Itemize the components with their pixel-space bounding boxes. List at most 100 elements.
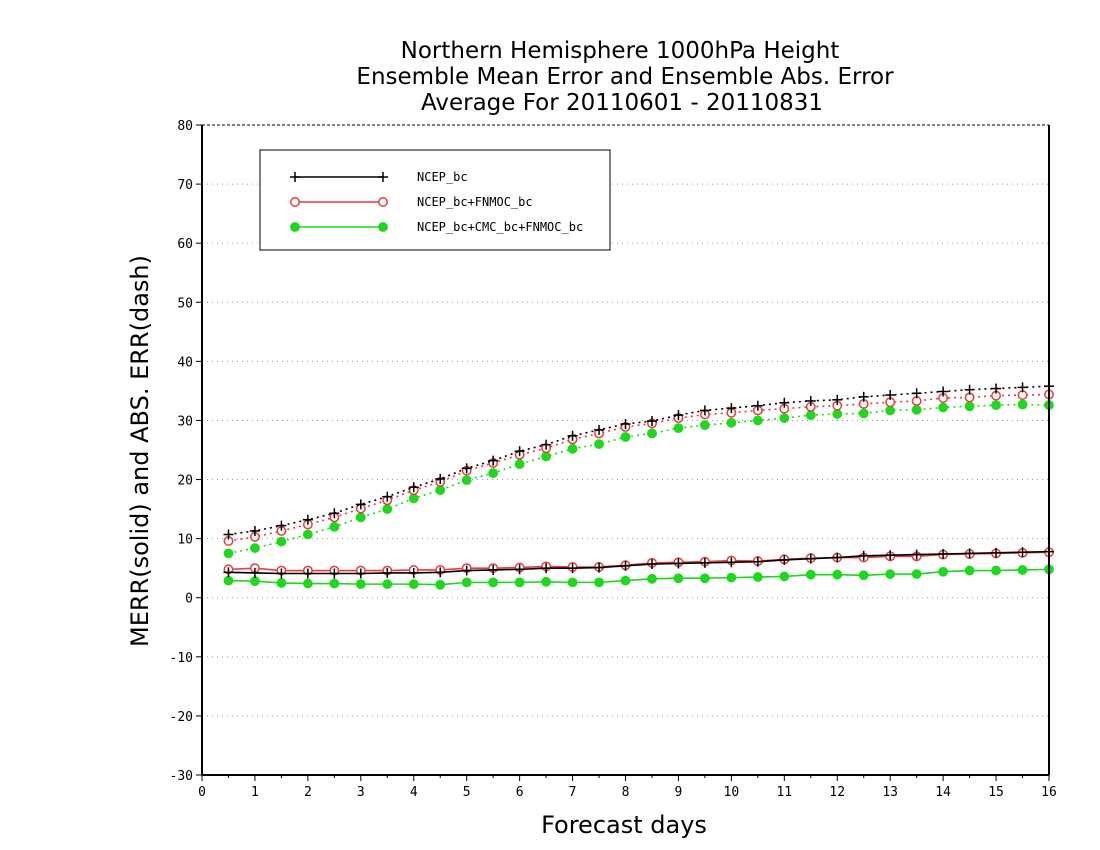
mean-error-point xyxy=(779,554,790,565)
y-axis-label: MERR(solid) and ABS. ERR(dash) xyxy=(126,255,154,647)
legend-box xyxy=(259,149,611,251)
mean-error-point xyxy=(752,556,763,567)
abs-error-point xyxy=(911,404,922,415)
mean-error-point xyxy=(991,547,1002,558)
abs-error-point xyxy=(276,520,287,531)
abs-error-point xyxy=(885,405,896,416)
mean-error-point xyxy=(355,579,366,590)
mean-error-point xyxy=(514,577,525,588)
mean-error-point xyxy=(541,576,551,587)
legend-marker xyxy=(290,172,300,182)
y-tick-label: 40 xyxy=(177,355,193,370)
y-tick-label: -20 xyxy=(170,710,193,725)
mean-error-point xyxy=(991,565,1001,576)
abs-error-point xyxy=(355,499,366,510)
abs-error-point xyxy=(488,455,499,466)
abs-error-point xyxy=(223,529,234,540)
legend-item: NCEP_bc xyxy=(290,170,468,184)
mean-error-line xyxy=(228,568,1050,586)
x-tick-label: 7 xyxy=(569,785,577,800)
legend-marker xyxy=(378,172,388,182)
x-tick-label: 8 xyxy=(622,785,630,800)
y-tick-label: 80 xyxy=(177,119,193,134)
series-2 xyxy=(223,389,1054,576)
mean-error-point xyxy=(514,564,525,575)
abs-error-point xyxy=(991,383,1002,394)
mean-error-point xyxy=(302,578,313,589)
mean-error-point xyxy=(1017,547,1028,558)
abs-error-line xyxy=(228,385,1050,536)
mean-error-point xyxy=(594,577,604,588)
abs-error-point xyxy=(567,443,578,454)
abs-error-point xyxy=(461,463,472,474)
x-tick-label: 6 xyxy=(516,785,524,800)
legend-marker xyxy=(378,197,388,207)
abs-error-line xyxy=(228,393,1050,542)
abs-error-point xyxy=(885,390,896,401)
mean-error-point xyxy=(647,573,657,584)
abs-error-point xyxy=(805,410,816,421)
mean-error-point xyxy=(541,563,552,574)
series-1 xyxy=(223,381,1054,579)
mean-error-point xyxy=(276,578,287,588)
abs-error-point xyxy=(938,402,949,413)
abs-error-point xyxy=(1017,399,1028,410)
x-tick-label: 14 xyxy=(935,785,951,800)
mean-error-point xyxy=(832,552,843,563)
legend-marker xyxy=(290,222,300,232)
mean-error-point xyxy=(673,558,684,569)
abs-error-point xyxy=(964,401,975,412)
abs-error-point xyxy=(700,420,710,431)
y-tick-label: 50 xyxy=(177,296,193,311)
abs-error-point xyxy=(646,416,657,427)
mean-error-point xyxy=(302,568,313,579)
chart-title-line-2: Ensemble Mean Error and Ensemble Abs. Er… xyxy=(356,64,894,90)
abs-error-point xyxy=(435,485,446,496)
abs-error-point xyxy=(805,395,816,406)
x-tick-label: 11 xyxy=(776,785,792,800)
mean-error-point xyxy=(805,569,816,580)
x-tick-label: 2 xyxy=(304,785,312,800)
mean-error-point xyxy=(964,548,975,559)
x-tick-label: 0 xyxy=(198,785,206,800)
abs-error-point xyxy=(1017,382,1028,393)
abs-error-point xyxy=(355,512,366,523)
chart-title: Northern Hemisphere 1000hPa Height Ensem… xyxy=(356,38,894,116)
abs-error-point xyxy=(567,430,578,441)
abs-error-point xyxy=(249,525,260,536)
mean-error-point xyxy=(435,579,446,590)
mean-error-point xyxy=(329,578,340,589)
mean-error-point xyxy=(620,575,631,586)
mean-error-point xyxy=(805,553,816,564)
x-tick-label: 12 xyxy=(829,785,845,800)
mean-error-point xyxy=(567,577,578,588)
mean-error-point xyxy=(885,550,896,561)
mean-error-point xyxy=(382,567,393,578)
mean-error-point xyxy=(938,566,949,577)
abs-error-point xyxy=(488,468,499,478)
abs-error-point xyxy=(699,405,710,416)
mean-error-point xyxy=(911,549,922,560)
mean-error-point xyxy=(250,576,260,587)
abs-error-point xyxy=(858,391,869,402)
abs-error-point xyxy=(647,428,657,439)
abs-error-point xyxy=(514,459,525,470)
mean-error-point xyxy=(620,560,631,571)
abs-error-point xyxy=(408,493,419,504)
mean-error-point xyxy=(699,557,710,568)
legend-label: NCEP_bc+FNMOC_bc xyxy=(417,195,533,209)
abs-error-point xyxy=(514,446,525,457)
series-layer xyxy=(223,381,1054,590)
abs-error-point xyxy=(541,439,552,450)
abs-error-point xyxy=(991,400,1001,410)
x-tick-label: 1 xyxy=(251,785,259,800)
abs-error-point xyxy=(329,521,340,532)
x-tick-label: 4 xyxy=(410,785,418,800)
legend-marker xyxy=(290,197,300,207)
chart-title-line-1: Northern Hemisphere 1000hPa Height xyxy=(401,38,840,64)
legend-label: NCEP_bc+CMC_bc+FNMOC_bc xyxy=(417,220,583,234)
abs-error-point xyxy=(541,451,551,462)
mean-error-point xyxy=(594,562,605,573)
y-gridlines xyxy=(202,183,1049,717)
x-axis-label: Forecast days xyxy=(541,811,707,839)
